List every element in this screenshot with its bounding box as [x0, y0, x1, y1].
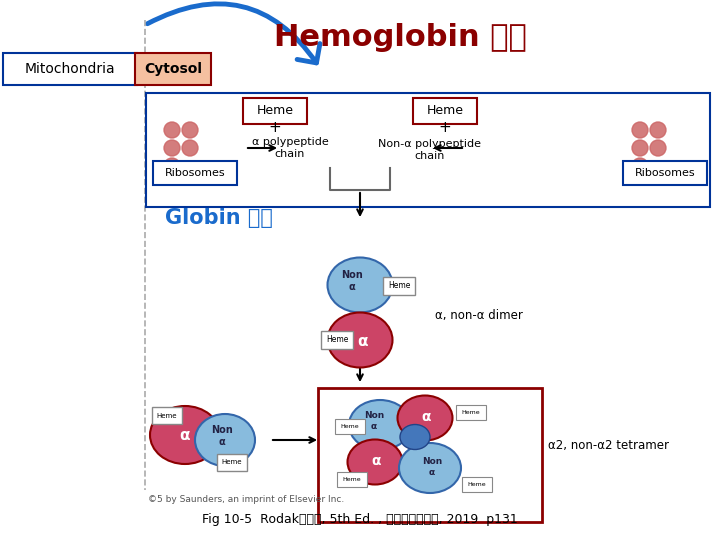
Text: +: +: [269, 120, 282, 136]
Text: Fig 10-5  Rodak혈액학, 5th Ed. , 범문에듀케이션, 2019  p131: Fig 10-5 Rodak혈액학, 5th Ed. , 범문에듀케이션, 20…: [202, 514, 518, 526]
FancyBboxPatch shape: [462, 477, 492, 492]
Ellipse shape: [397, 395, 452, 441]
Circle shape: [650, 122, 666, 138]
Text: Non
α: Non α: [422, 457, 442, 477]
Text: Heme: Heme: [157, 413, 177, 418]
Text: α: α: [180, 428, 190, 442]
Text: Heme: Heme: [388, 281, 410, 291]
Text: α: α: [358, 334, 368, 348]
Text: Non
α: Non α: [211, 425, 233, 447]
Text: Globin 합성: Globin 합성: [165, 208, 273, 228]
FancyBboxPatch shape: [217, 454, 247, 471]
FancyBboxPatch shape: [335, 419, 365, 434]
Ellipse shape: [328, 258, 392, 313]
FancyBboxPatch shape: [321, 331, 353, 349]
Text: α: α: [421, 410, 431, 424]
Ellipse shape: [400, 424, 430, 449]
Circle shape: [632, 140, 648, 156]
Text: α, non-α dimer: α, non-α dimer: [435, 308, 523, 321]
Circle shape: [164, 140, 180, 156]
Text: ©5 by Saunders, an imprint of Elsevier Inc.: ©5 by Saunders, an imprint of Elsevier I…: [148, 496, 344, 504]
Circle shape: [632, 158, 648, 174]
Circle shape: [632, 122, 648, 138]
Text: Heme: Heme: [326, 335, 348, 345]
Ellipse shape: [328, 313, 392, 368]
Ellipse shape: [349, 400, 411, 450]
Text: +: +: [438, 120, 451, 136]
Text: Mitochondria: Mitochondria: [24, 62, 115, 76]
FancyBboxPatch shape: [146, 93, 710, 207]
Circle shape: [164, 122, 180, 138]
Text: Heme: Heme: [341, 424, 359, 429]
Circle shape: [650, 140, 666, 156]
FancyBboxPatch shape: [3, 53, 137, 85]
Text: Heme: Heme: [343, 477, 361, 482]
Text: Non
α: Non α: [341, 270, 363, 292]
FancyBboxPatch shape: [153, 161, 237, 185]
Ellipse shape: [195, 414, 255, 466]
Circle shape: [182, 140, 198, 156]
Ellipse shape: [150, 406, 220, 464]
Text: α2, non-α2 tetramer: α2, non-α2 tetramer: [548, 438, 669, 451]
Text: Ribosomes: Ribosomes: [165, 168, 225, 178]
FancyBboxPatch shape: [413, 98, 477, 124]
FancyBboxPatch shape: [152, 407, 182, 424]
FancyBboxPatch shape: [337, 472, 367, 487]
FancyBboxPatch shape: [243, 98, 307, 124]
Circle shape: [164, 158, 180, 174]
FancyArrowPatch shape: [148, 4, 320, 63]
Text: Heme: Heme: [256, 105, 294, 118]
FancyBboxPatch shape: [383, 277, 415, 295]
Text: Heme: Heme: [468, 482, 486, 487]
Circle shape: [182, 122, 198, 138]
Text: Hemoglobin 합성: Hemoglobin 합성: [274, 24, 526, 52]
Ellipse shape: [348, 440, 402, 484]
Text: Heme: Heme: [462, 410, 480, 415]
Text: Non-α polypeptide
chain: Non-α polypeptide chain: [379, 139, 482, 161]
Text: Non
α: Non α: [364, 411, 384, 431]
Text: Ribosomes: Ribosomes: [635, 168, 696, 178]
Text: α polypeptide
chain: α polypeptide chain: [251, 137, 328, 159]
Text: α: α: [372, 454, 381, 468]
FancyBboxPatch shape: [318, 388, 542, 522]
Ellipse shape: [399, 443, 461, 493]
Text: Heme: Heme: [222, 460, 242, 465]
Text: Heme: Heme: [426, 105, 464, 118]
FancyBboxPatch shape: [135, 53, 211, 85]
Text: Cytosol: Cytosol: [144, 62, 202, 76]
FancyBboxPatch shape: [623, 161, 707, 185]
FancyBboxPatch shape: [456, 405, 486, 420]
